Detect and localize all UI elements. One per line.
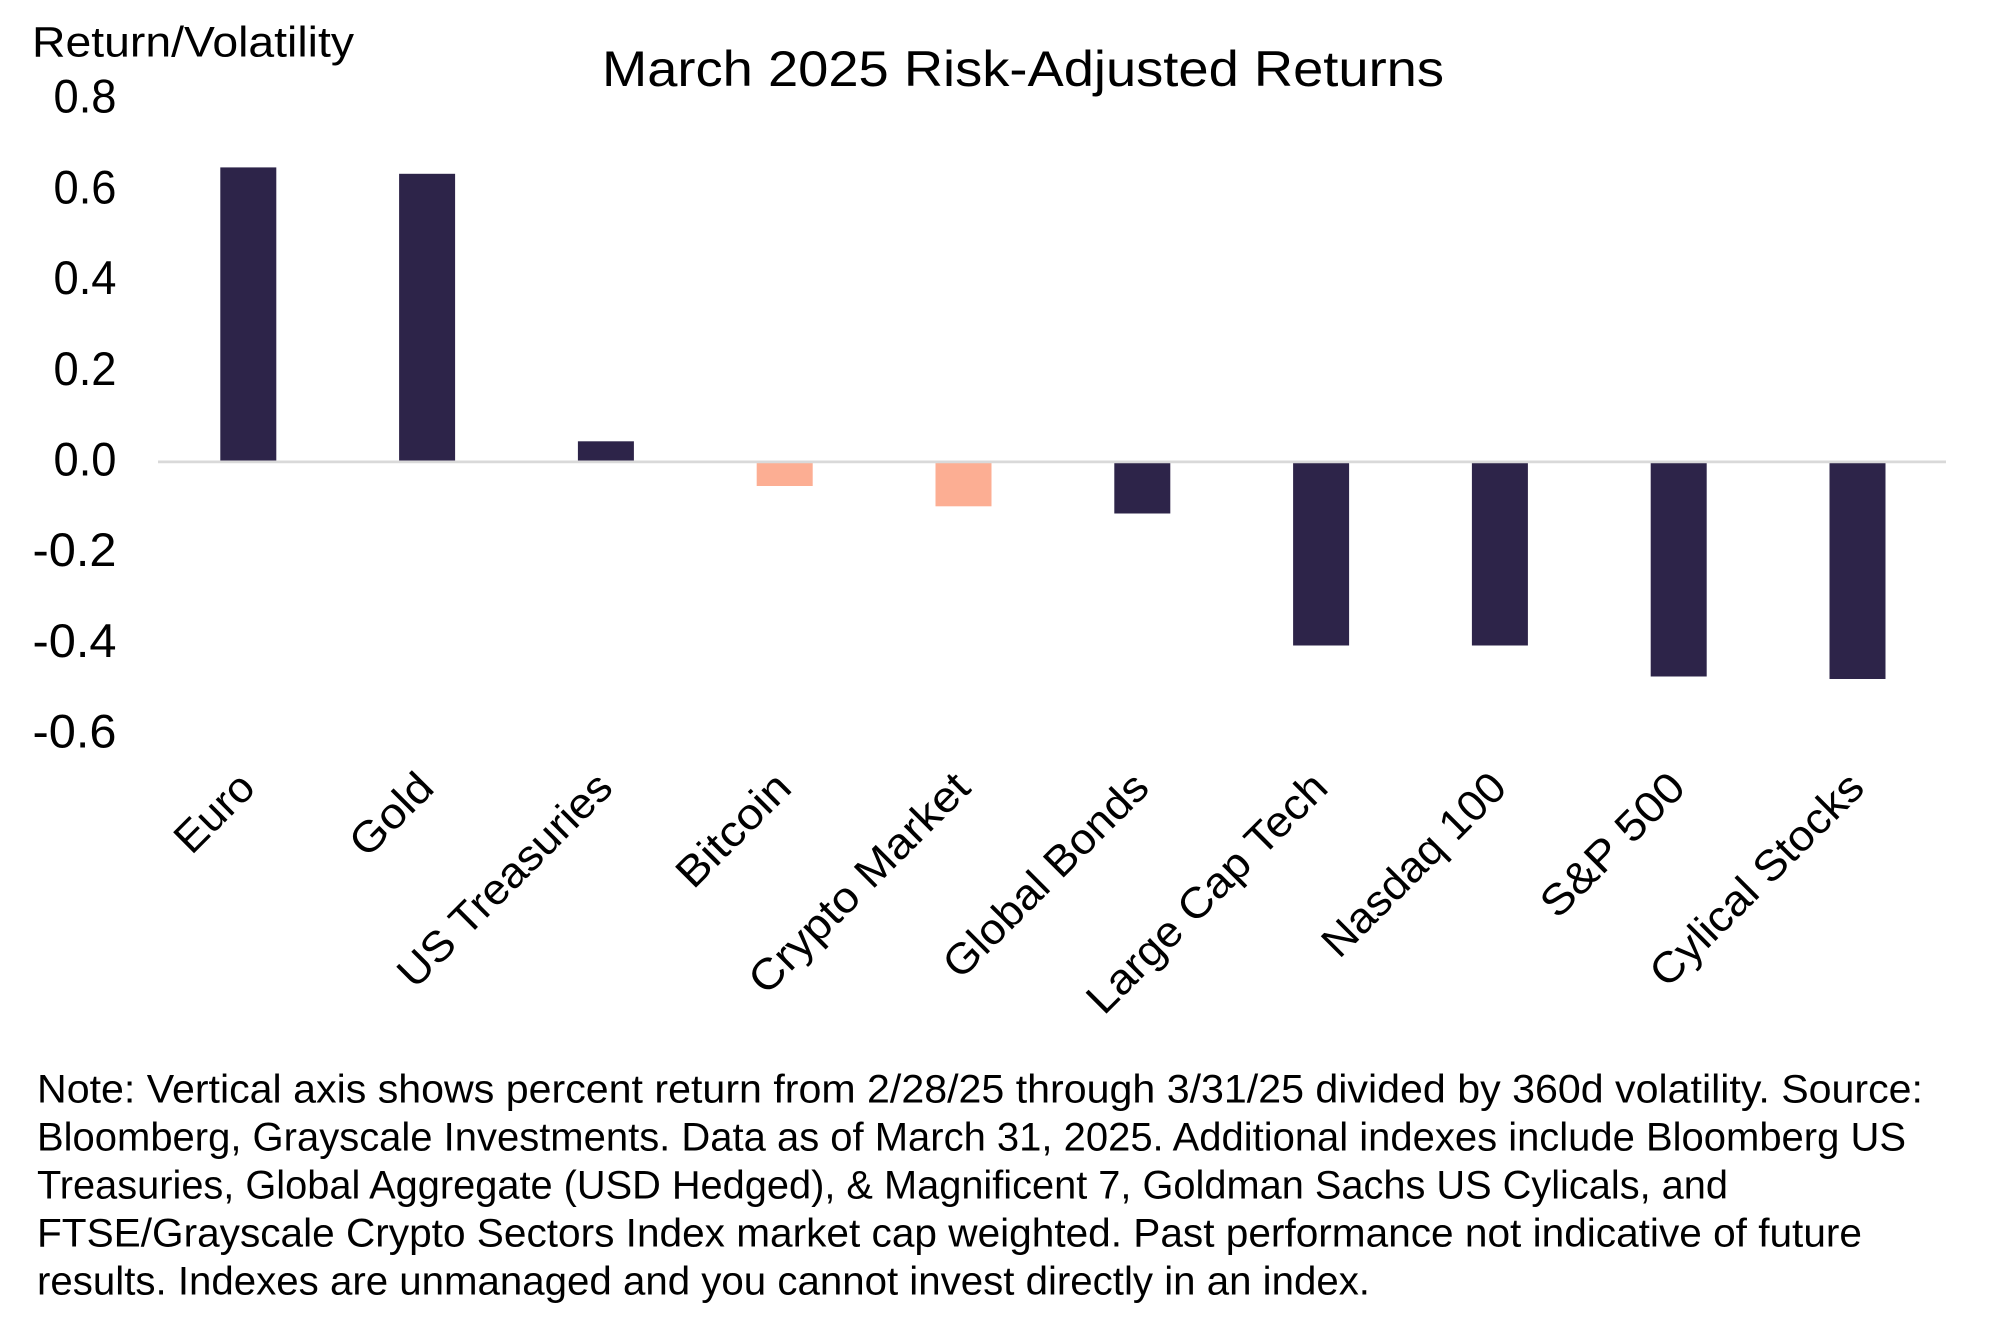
svg-text:0.2: 0.2 [54, 342, 117, 395]
svg-text:FTSE/Grayscale Crypto Sectors: FTSE/Grayscale Crypto Sectors Index mark… [37, 1212, 1862, 1256]
svg-text:-0.4: -0.4 [33, 614, 117, 667]
svg-text:S&P 500: S&P 500 [1531, 763, 1695, 927]
svg-text:Gold: Gold [340, 763, 443, 866]
svg-text:Euro: Euro [165, 763, 265, 863]
svg-text:results. Indexes are unmanaged: results. Indexes are unmanaged and you c… [37, 1260, 1370, 1304]
svg-text:March 2025 Risk-Adjusted Retur: March 2025 Risk-Adjusted Returns [602, 41, 1444, 97]
svg-text:0.0: 0.0 [54, 433, 117, 486]
svg-text:Return/Volatility: Return/Volatility [32, 19, 355, 67]
svg-text:-0.6: -0.6 [33, 705, 117, 758]
svg-text:Bloomberg, Grayscale Investmen: Bloomberg, Grayscale Investments. Data a… [37, 1116, 1906, 1160]
svg-text:Treasuries, Global Aggregate (: Treasuries, Global Aggregate (USD Hedged… [37, 1164, 1728, 1208]
svg-text:Nasdaq 100: Nasdaq 100 [1312, 763, 1516, 967]
svg-text:-0.2: -0.2 [33, 523, 117, 576]
svg-text:0.4: 0.4 [54, 251, 117, 304]
svg-text:0.8: 0.8 [54, 70, 117, 123]
svg-text:Note: Vertical axis shows perc: Note: Vertical axis shows percent return… [37, 1068, 1923, 1112]
svg-text:0.6: 0.6 [54, 160, 117, 213]
svg-text:Bitcoin: Bitcoin [666, 763, 800, 897]
